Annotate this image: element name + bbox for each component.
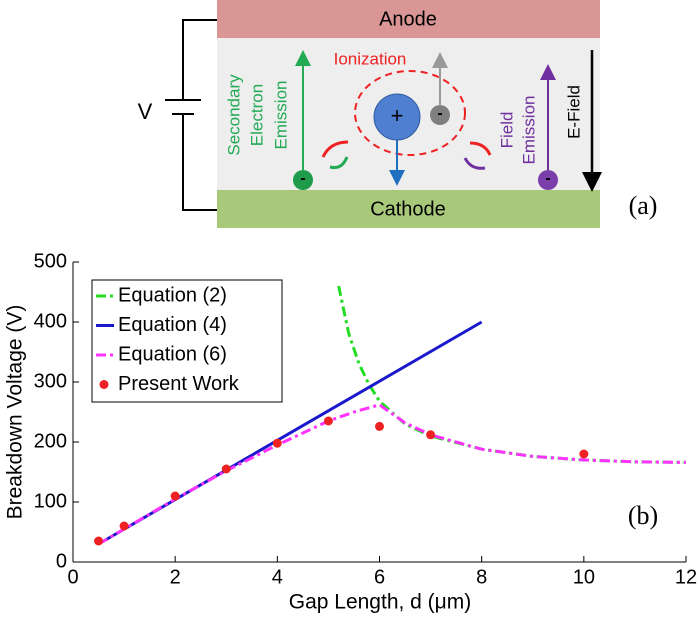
data-point bbox=[221, 464, 231, 474]
y-tick-label: 400 bbox=[34, 310, 67, 332]
x-tick-label: 8 bbox=[476, 566, 487, 588]
diagram: Anode Cathode V Ionization + - - - Secon… bbox=[138, 0, 658, 228]
electron bbox=[538, 170, 558, 190]
y-axis-label: Breakdown Voltage (V) bbox=[4, 305, 27, 520]
legend-label: Present Work bbox=[118, 373, 240, 395]
curved-arrow bbox=[321, 140, 349, 158]
legend-box bbox=[91, 279, 283, 403]
panel-label: (a) bbox=[629, 191, 658, 220]
x-tick-label: 2 bbox=[170, 566, 181, 588]
circuit bbox=[165, 19, 217, 211]
cathode bbox=[217, 190, 600, 228]
secondary-line: Electron bbox=[247, 84, 266, 146]
curved-arrow bbox=[329, 156, 349, 169]
panel-label: (b) bbox=[628, 501, 658, 530]
legend-marker bbox=[99, 380, 109, 389]
series-line bbox=[97, 320, 483, 546]
field-line: Emission bbox=[519, 96, 538, 165]
electron-sign: - bbox=[437, 105, 442, 122]
secondary-line: Secondary bbox=[224, 74, 243, 156]
x-tick-label: 12 bbox=[675, 566, 697, 588]
x-tick-label: 6 bbox=[374, 566, 385, 588]
field-label: Field Emission bbox=[497, 96, 538, 165]
electron bbox=[293, 170, 313, 190]
data-point bbox=[579, 449, 589, 459]
field-line: Field bbox=[497, 112, 516, 149]
anode-label: Anode bbox=[379, 8, 437, 30]
secondary-label: Secondary Electron Emission bbox=[224, 74, 290, 156]
ionization-zone bbox=[354, 70, 466, 156]
electron bbox=[430, 105, 450, 125]
electron-sign: - bbox=[545, 170, 550, 187]
chart: Gap Length, d (μm) Breakdown Voltage (V)… bbox=[4, 250, 698, 613]
x-tick-label: 10 bbox=[573, 566, 595, 588]
legend-label: Equation (4) bbox=[118, 314, 227, 336]
legend-label: Equation (6) bbox=[118, 343, 227, 365]
ionization-label: Ionization bbox=[334, 49, 407, 68]
x-tick-label: 0 bbox=[67, 566, 78, 588]
x-tick-label: 4 bbox=[272, 566, 283, 588]
series-line bbox=[97, 403, 687, 546]
voltage-label: V bbox=[138, 99, 153, 124]
y-tick-label: 500 bbox=[34, 250, 67, 272]
curved-arrow bbox=[463, 157, 486, 170]
electron-sign: - bbox=[300, 170, 305, 187]
data-point bbox=[119, 521, 129, 531]
x-axis-label: Gap Length, d (μm) bbox=[289, 591, 472, 614]
anode bbox=[217, 0, 600, 38]
y-tick-label: 200 bbox=[34, 430, 67, 452]
secondary-line: Emission bbox=[271, 81, 290, 150]
data-point bbox=[323, 416, 333, 426]
data-point bbox=[170, 491, 180, 501]
curved-arrow bbox=[469, 141, 492, 156]
legend-label: Equation (2) bbox=[118, 284, 227, 306]
y-tick-label: 0 bbox=[56, 550, 67, 572]
ion bbox=[373, 93, 421, 141]
data-point bbox=[272, 438, 282, 448]
ion-sign: + bbox=[391, 103, 404, 128]
data-point bbox=[375, 421, 384, 431]
y-tick-label: 300 bbox=[34, 370, 67, 392]
data-point bbox=[94, 536, 104, 546]
data-point bbox=[426, 430, 436, 440]
efield-label: E-Field bbox=[564, 85, 583, 139]
cathode-label: Cathode bbox=[370, 198, 446, 220]
y-tick-label: 100 bbox=[34, 490, 67, 512]
